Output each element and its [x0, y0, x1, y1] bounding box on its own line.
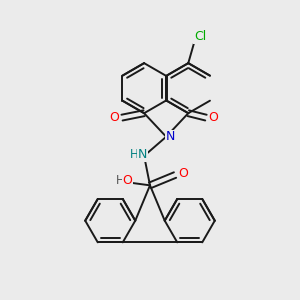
Text: Cl: Cl	[194, 30, 206, 43]
Text: H: H	[116, 174, 125, 188]
Text: O: O	[178, 167, 188, 180]
Text: O: O	[208, 111, 218, 124]
Text: O: O	[110, 111, 120, 124]
Text: O: O	[122, 174, 132, 188]
Text: N: N	[166, 130, 175, 143]
Text: H: H	[129, 148, 138, 161]
Text: N: N	[138, 148, 147, 161]
